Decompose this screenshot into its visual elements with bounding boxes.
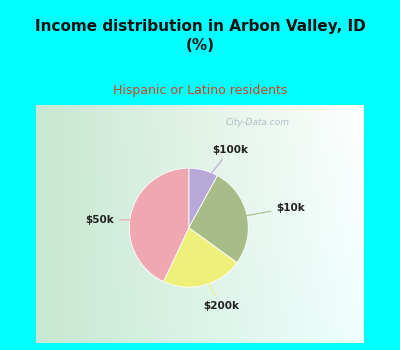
Wedge shape (164, 228, 237, 287)
Text: Income distribution in Arbon Valley, ID
(%): Income distribution in Arbon Valley, ID … (35, 19, 365, 52)
Text: $200k: $200k (200, 268, 239, 311)
Text: $10k: $10k (229, 203, 305, 219)
Wedge shape (129, 168, 189, 281)
Text: City-Data.com: City-Data.com (226, 118, 290, 127)
Wedge shape (189, 168, 218, 228)
Wedge shape (189, 176, 248, 263)
Text: Hispanic or Latino residents: Hispanic or Latino residents (113, 84, 287, 97)
Text: $100k: $100k (200, 145, 248, 188)
Text: $50k: $50k (85, 215, 148, 225)
